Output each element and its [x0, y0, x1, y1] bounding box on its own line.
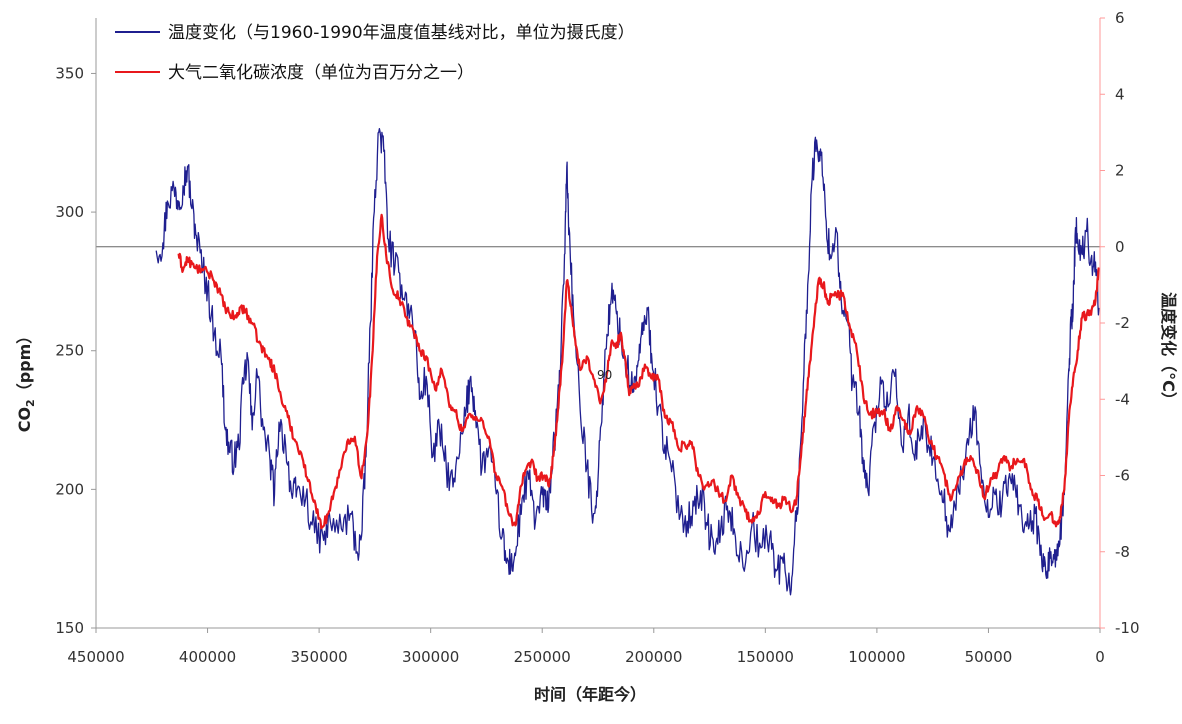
x-tick-label: 150000: [737, 648, 794, 666]
x-tick-label: 350000: [290, 648, 347, 666]
y-right-tick-label: 6: [1115, 9, 1125, 27]
y-left-tick-label: 300: [55, 203, 84, 221]
x-tick-label: 200000: [625, 648, 682, 666]
y-right-title-unit: （°C）: [1159, 356, 1178, 408]
legend-label-temperature: 温度变化（与1960-1990年温度值基线对比，单位为摄氏度）: [168, 23, 635, 43]
y-left-axis-title: CO2（ppm）: [15, 328, 37, 433]
y-left-tick-label: 200: [55, 480, 84, 498]
y-right-tick-label: -10: [1115, 619, 1140, 637]
x-tick-label: 450000: [67, 648, 124, 666]
legend-label-co2: 大气二氧化碳浓度（单位为百万分之一）: [168, 63, 474, 83]
y-left-title-unit: （ppm）: [15, 328, 34, 400]
y-right-tick-label: -6: [1115, 467, 1130, 485]
y-right-tick-label: -2: [1115, 314, 1130, 332]
y-right-axis-title: 温度变化（°C）: [1159, 291, 1178, 408]
x-tick-label: 50000: [965, 648, 1013, 666]
x-tick-label: 0: [1095, 648, 1105, 666]
x-axis-ticks: 450000 400000 350000 300000 250000 200000 1500…: [67, 628, 1105, 666]
x-axis-title: 时间（年距今）: [534, 685, 646, 704]
x-tick-label: 400000: [179, 648, 236, 666]
y-right-tick-label: 4: [1115, 85, 1125, 103]
y-left-title-subscript: 2: [24, 399, 37, 407]
x-tick-label: 300000: [402, 648, 459, 666]
annotation-label: 90: [597, 368, 612, 382]
plot-lines: [96, 127, 1100, 596]
y-right-tick-label: 2: [1115, 162, 1125, 180]
y-left-axis-ticks: 150 200 250 300 350: [55, 64, 96, 637]
x-tick-label: 250000: [514, 648, 571, 666]
y-right-axis-ticks: -10 -8 -6 -4 -2 0 2 4 6: [1100, 9, 1140, 637]
y-right-title-main: 温度变化: [1159, 291, 1178, 356]
y-right-tick-label: 0: [1115, 238, 1125, 256]
co2-series-line: [177, 213, 1100, 530]
y-left-tick-label: 250: [55, 342, 84, 360]
y-left-tick-label: 150: [55, 619, 84, 637]
y-right-tick-label: -8: [1115, 543, 1130, 561]
y-right-tick-label: -4: [1115, 390, 1130, 408]
x-tick-label: 100000: [848, 648, 905, 666]
y-left-title-main: CO: [15, 407, 34, 432]
y-left-tick-label: 350: [55, 64, 84, 82]
legend: 温度变化（与1960-1990年温度值基线对比，单位为摄氏度） 大气二氧化碳浓度…: [115, 23, 635, 83]
